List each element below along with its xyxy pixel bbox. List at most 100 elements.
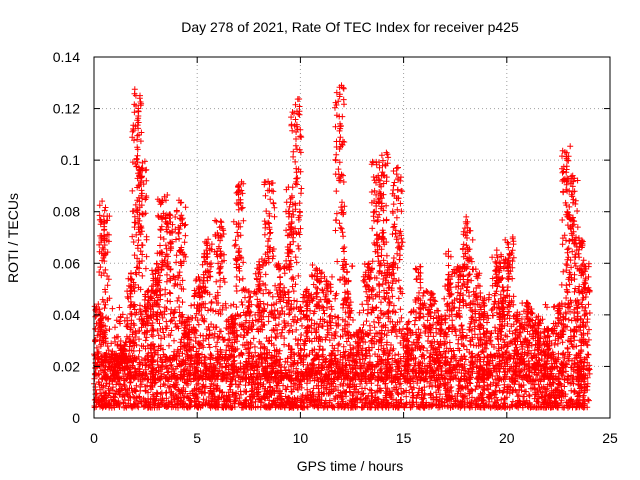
data-point	[273, 402, 280, 409]
data-point	[469, 404, 476, 411]
data-point	[162, 286, 169, 293]
data-point	[296, 96, 303, 102]
data-point	[296, 381, 303, 388]
data-point	[102, 266, 109, 273]
data-point	[154, 390, 161, 397]
data-point	[261, 385, 268, 392]
data-point	[508, 401, 515, 408]
data-point	[248, 404, 255, 411]
data-point	[512, 367, 519, 374]
data-point	[180, 400, 187, 407]
data-point	[248, 388, 255, 395]
data-point	[249, 387, 256, 394]
data-point	[452, 398, 459, 405]
data-point	[454, 390, 461, 397]
data-point	[276, 347, 283, 354]
data-point	[437, 391, 443, 398]
data-point	[182, 379, 188, 386]
data-point	[394, 186, 401, 193]
data-point	[372, 389, 379, 396]
chart-title: Day 278 of 2021, Rate Of TEC Index for r…	[181, 19, 519, 35]
data-point	[344, 381, 351, 388]
data-point	[135, 404, 142, 411]
data-point	[394, 389, 401, 396]
data-point	[282, 386, 289, 393]
data-point	[434, 383, 441, 390]
data-point	[138, 381, 145, 388]
data-point	[514, 393, 521, 400]
data-point	[522, 399, 528, 406]
data-point	[167, 332, 174, 339]
data-point	[186, 397, 193, 404]
data-point	[468, 386, 475, 393]
data-point	[396, 284, 403, 291]
data-point	[392, 352, 398, 359]
data-point	[520, 382, 527, 388]
data-point	[480, 394, 486, 401]
data-point	[212, 217, 219, 224]
data-point	[164, 297, 171, 304]
data-point	[176, 235, 183, 242]
data-point	[137, 387, 144, 394]
data-point	[236, 395, 243, 402]
data-point	[504, 403, 511, 410]
data-point	[164, 271, 170, 278]
data-point	[170, 274, 177, 280]
data-point	[264, 394, 271, 401]
data-point	[338, 225, 345, 232]
data-point	[441, 402, 448, 409]
data-point	[500, 353, 507, 360]
data-point	[266, 403, 272, 410]
data-point	[226, 404, 233, 411]
data-point	[273, 385, 280, 391]
data-point	[140, 395, 147, 402]
data-point	[501, 384, 508, 391]
data-point	[444, 389, 451, 395]
data-point	[154, 404, 161, 411]
data-point	[388, 379, 395, 386]
data-point	[304, 386, 311, 393]
data-point	[358, 404, 365, 410]
data-point	[561, 383, 568, 390]
data-point	[361, 261, 368, 267]
data-point	[267, 229, 274, 236]
data-point	[267, 384, 274, 391]
data-point	[234, 229, 241, 236]
data-point	[318, 379, 325, 385]
data-point	[383, 216, 390, 223]
data-point	[367, 400, 374, 407]
data-point	[479, 391, 486, 398]
data-point	[575, 381, 582, 387]
data-point	[309, 396, 316, 403]
data-point	[498, 396, 505, 403]
data-point	[568, 364, 574, 371]
data-point	[332, 227, 339, 234]
data-point	[571, 389, 577, 396]
data-point	[397, 306, 404, 313]
data-point	[409, 386, 415, 393]
data-point	[540, 399, 547, 406]
data-point	[253, 386, 260, 393]
data-point	[348, 398, 355, 405]
data-point	[585, 396, 591, 403]
data-point	[469, 394, 475, 401]
data-point	[174, 395, 181, 402]
data-point	[364, 395, 371, 402]
data-point	[125, 397, 132, 404]
data-point	[182, 204, 189, 211]
data-point	[183, 403, 190, 410]
data-point	[139, 272, 146, 279]
data-point	[459, 398, 466, 405]
data-point	[578, 384, 585, 391]
data-point	[294, 395, 301, 402]
data-point	[365, 301, 372, 308]
data-point	[332, 217, 339, 224]
data-point	[370, 174, 377, 180]
data-point	[393, 165, 400, 172]
data-point	[110, 384, 116, 391]
data-point	[528, 385, 534, 392]
data-point	[565, 404, 571, 411]
data-point	[145, 389, 151, 396]
data-point	[346, 388, 353, 395]
data-point	[124, 293, 131, 300]
